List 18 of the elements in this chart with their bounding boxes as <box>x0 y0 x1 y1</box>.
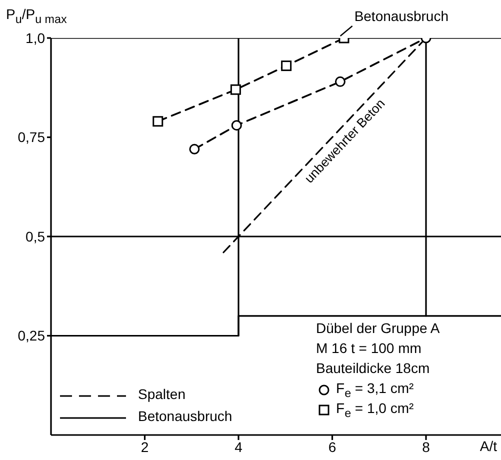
y-tick-label: 0,5 <box>26 228 46 244</box>
x-tick-label: 4 <box>234 438 243 455</box>
y-tick-label: 0,25 <box>18 328 46 344</box>
annotation: Dübel der Gruppe A <box>316 320 440 336</box>
x-axis-title: A/t <box>480 438 497 454</box>
y-tick-label: 0,75 <box>18 129 46 146</box>
annotation: M 16 t = 100 mm <box>316 340 422 356</box>
x-tick-label: 6 <box>328 438 336 455</box>
legend-label: F$_{e}$ = 3,1 cm² <box>336 380 414 400</box>
y-axis-title: P$_{u}$/P$_{u max}$ <box>6 6 67 26</box>
x-tick-label: 8 <box>422 438 430 455</box>
annotation: Spalten <box>138 386 186 402</box>
annotation: Betonausbruch <box>354 8 448 24</box>
annotation: Bauteildicke 18cm <box>316 360 430 376</box>
x-tick-label: 2 <box>140 438 149 455</box>
y-tick-label: 1,0 <box>26 30 46 46</box>
annotation: Betonausbruch <box>138 408 232 424</box>
legend-label: F$_{e}$ = 1,0 cm² <box>336 400 414 420</box>
